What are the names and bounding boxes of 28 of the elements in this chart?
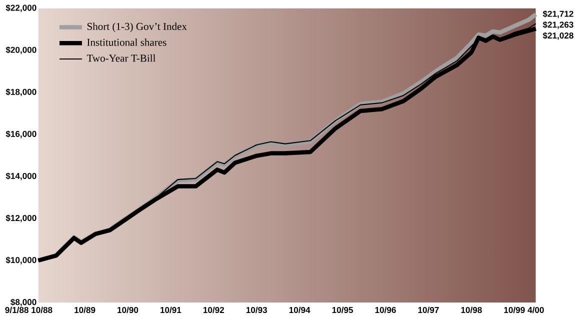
x-tick-label: 10/97 (418, 306, 439, 314)
y-tick-label: $14,000 (6, 172, 36, 180)
x-tick-label: 10/90 (118, 306, 138, 314)
x-tick-label: 10/94 (289, 306, 310, 314)
legend-label: Short (1-3) Gov’t Index (87, 22, 187, 32)
data-label: $21,263 (542, 21, 574, 30)
x-tick-label: 10/96 (375, 306, 396, 314)
legend-label: Two-Year T-Bill (86, 54, 156, 62)
y-tick-label: $22,000 (6, 4, 36, 12)
y-tick-label: $16,000 (6, 130, 36, 138)
x-tick-label: 10/93 (246, 306, 268, 314)
y-tick-label: $12,000 (6, 214, 36, 222)
y-tick-label: $18,000 (6, 88, 36, 96)
x-tick-label: 10/92 (203, 306, 224, 314)
data-label: $21,712 (542, 10, 574, 18)
legend-label: Institutional shares (87, 38, 166, 46)
x-tick-label: 10/98 (461, 306, 482, 314)
data-label: $21,028 (542, 32, 574, 40)
x-tick-label: 10/88 (32, 306, 52, 314)
x-tick-label: 10/91 (160, 306, 182, 314)
x-tick-label: 10/89 (74, 306, 96, 314)
y-tick-label: $10,000 (6, 256, 36, 265)
x-tick-label: 10/95 (332, 306, 354, 314)
text: 9/1/88 (5, 306, 28, 314)
y-tick-label: $20,000 (6, 46, 36, 54)
x-tick-label: 10/99 (504, 306, 525, 314)
y-tick-label: $8,000 (10, 298, 36, 307)
x-tick-label: 4/00 (528, 306, 544, 314)
